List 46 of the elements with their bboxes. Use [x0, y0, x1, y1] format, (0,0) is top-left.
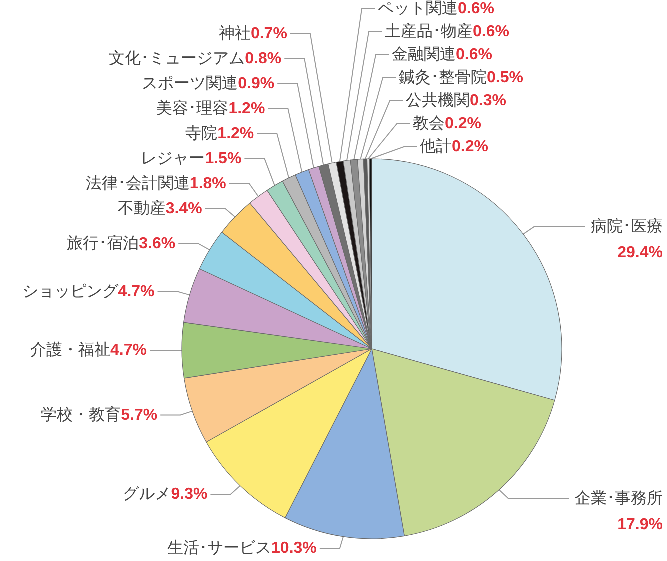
slice-label: グルメ	[123, 486, 172, 504]
slice-label: ショッピング	[22, 283, 120, 300]
slice-label: レジャー	[141, 150, 206, 168]
slice-label: 介護・福祉	[30, 341, 111, 360]
slice-label: 公共機関	[406, 92, 470, 110]
data-label: 3.4%	[166, 200, 202, 218]
data-label: 1.2%	[228, 100, 266, 118]
slice-label: 不動産	[118, 199, 166, 218]
data-label: 1.5%	[205, 150, 242, 168]
slice-label: 土産品･物産	[385, 22, 473, 40]
data-label: 4.7%	[118, 283, 155, 300]
slice-label: 神社	[218, 24, 251, 42]
data-label: 0.3%	[470, 92, 506, 110]
data-label: 1.2%	[218, 125, 254, 142]
slice-label: 学校・教育	[41, 406, 122, 424]
slice-label: 金融関連	[392, 46, 456, 64]
data-label: 10.3%	[272, 540, 317, 558]
data-label: 0.2%	[452, 138, 488, 156]
data-label: 0.7%	[250, 25, 288, 42]
data-label: 9.3%	[171, 486, 208, 504]
slice-label: 病院･医療	[591, 218, 663, 236]
data-label: 0.6%	[458, 0, 494, 18]
data-label: 0.8%	[245, 50, 282, 68]
slice-label: 鍼灸･整骨院	[399, 68, 487, 86]
data-label: 0.6%	[456, 46, 492, 64]
slice-label: 法律･会計関連	[86, 174, 190, 192]
data-label: 0.9%	[238, 75, 275, 92]
slice-label: 企業･事務所	[575, 489, 663, 508]
slice-label: 文化･ミュージアム	[109, 49, 246, 68]
data-label: 0.2%	[445, 116, 482, 132]
slice-label: 教会	[413, 116, 445, 132]
slice-label: ペット関連	[378, 0, 458, 18]
data-label: 3.6%	[139, 235, 176, 252]
slice-label: 寺院	[186, 124, 218, 142]
data-label: 29.4%	[618, 244, 663, 262]
slice-label: 他計	[420, 138, 452, 156]
slice-label: 旅行･宿泊	[67, 234, 140, 252]
data-label: 5.7%	[121, 406, 158, 424]
data-label: 17.9%	[618, 516, 663, 534]
slice-label: 生活･サービス	[168, 539, 272, 558]
data-label: 1.8%	[190, 175, 226, 192]
slice-label: スポーツ関連	[142, 74, 238, 92]
slice-label: 美容･理容	[156, 99, 229, 118]
data-label: 0.5%	[487, 70, 524, 86]
data-label: 4.7%	[110, 342, 147, 360]
data-label: 0.6%	[473, 24, 510, 40]
